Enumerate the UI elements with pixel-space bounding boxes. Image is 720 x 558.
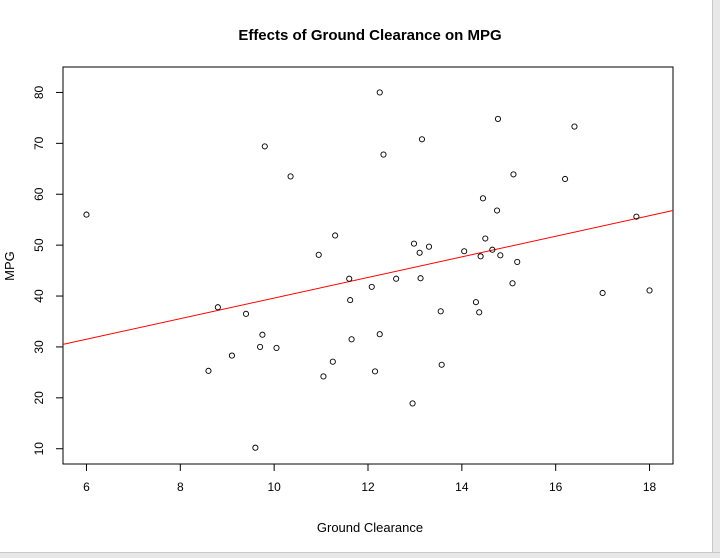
data-point	[482, 235, 489, 242]
data-point	[646, 287, 653, 294]
data-point	[346, 275, 353, 282]
scatter-chart: Effects of Ground Clearance on MPG 6 8 10 1…	[2, 27, 674, 535]
data-point	[259, 331, 266, 338]
data-point	[438, 361, 445, 368]
data-point	[437, 308, 444, 315]
data-point	[205, 367, 212, 374]
plot-frame	[62, 66, 674, 465]
x-axis-label: Ground Clearance	[317, 520, 423, 535]
data-point	[417, 275, 424, 282]
x-tick-label: 8	[177, 480, 184, 494]
data-point	[461, 248, 468, 255]
data-point	[242, 310, 250, 317]
chart-title: Effects of Ground Clearance on MPG	[238, 27, 501, 44]
y-tick-label: 80	[32, 85, 46, 99]
data-point	[410, 240, 418, 247]
data-point	[320, 373, 327, 380]
data-point	[416, 249, 423, 256]
y-tick-label: 60	[32, 187, 46, 201]
data-point	[409, 400, 416, 407]
x-tick-label: 14	[455, 480, 469, 494]
window-bottom-edge	[0, 552, 720, 558]
data-point	[347, 297, 354, 304]
y-tick-label: 40	[32, 289, 46, 303]
data-point	[479, 195, 487, 202]
y-tick-label: 70	[32, 136, 46, 150]
y-axis-label: MPG	[2, 251, 17, 281]
data-point	[228, 352, 235, 359]
y-tick-label: 20	[32, 391, 46, 405]
data-point	[376, 89, 383, 96]
data-point	[489, 246, 496, 253]
data-point	[562, 175, 569, 183]
x-tick-label: 6	[83, 480, 90, 494]
data-point	[497, 252, 504, 259]
data-point	[261, 143, 268, 150]
data-point	[418, 136, 426, 143]
data-point	[494, 115, 502, 122]
data-point	[633, 213, 640, 220]
data-point	[493, 207, 501, 214]
data-point	[510, 171, 517, 178]
data-point	[252, 444, 259, 451]
data-point	[257, 343, 264, 350]
data-point	[273, 344, 280, 352]
data-point	[368, 283, 375, 290]
y-tick-label: 30	[32, 340, 46, 354]
data-point	[472, 299, 479, 306]
data-point	[571, 123, 578, 130]
plot-window: Effects of Ground Clearance on MPG 6 8 10 1…	[0, 0, 712, 552]
data-point	[315, 251, 322, 258]
y-tick-label: 50	[32, 238, 46, 252]
regression-line	[62, 210, 674, 345]
x-tick-label: 18	[643, 480, 657, 494]
data-point	[514, 258, 521, 265]
data-point	[348, 336, 355, 343]
data-point	[83, 211, 90, 218]
data-point	[509, 280, 516, 287]
data-point	[425, 243, 433, 250]
data-point	[380, 151, 387, 158]
data-point	[476, 309, 483, 316]
data-point	[599, 289, 606, 297]
data-point	[287, 173, 294, 180]
data-point	[393, 275, 400, 282]
data-point	[332, 232, 339, 239]
y-tick-label: 10	[32, 442, 46, 456]
data-point	[376, 331, 383, 338]
window-scroll-edge	[712, 0, 720, 552]
data-point	[214, 304, 221, 311]
data-point	[329, 358, 336, 365]
x-tick-label: 12	[361, 480, 375, 494]
data-point	[477, 253, 484, 260]
data-point	[371, 368, 379, 375]
x-tick-label: 10	[267, 480, 281, 494]
x-tick-label: 16	[549, 480, 563, 494]
